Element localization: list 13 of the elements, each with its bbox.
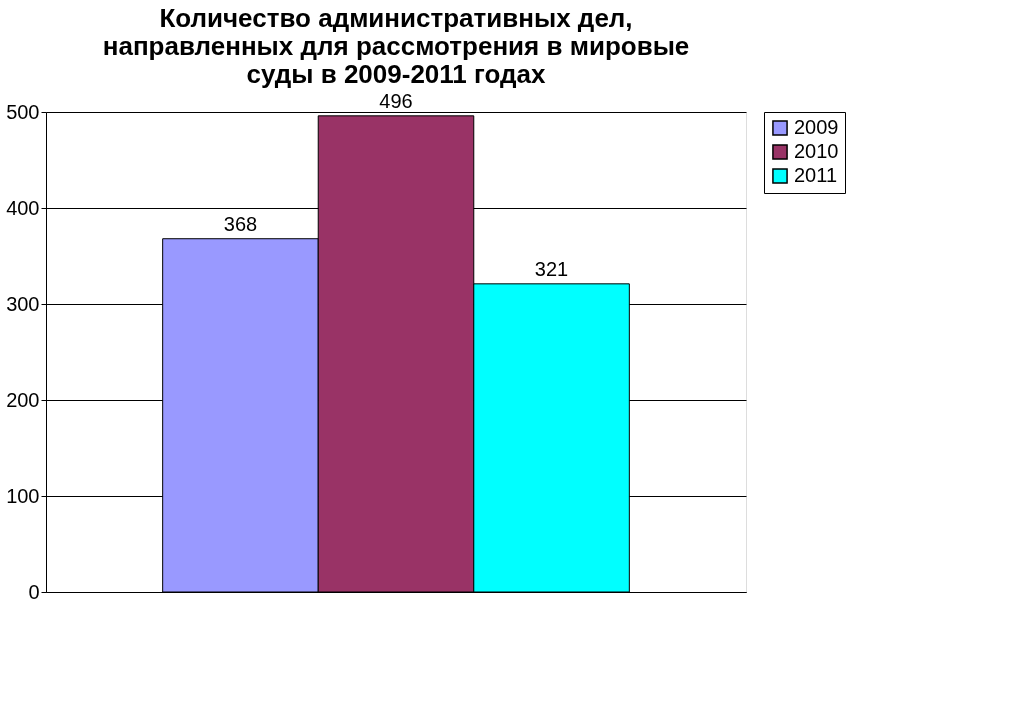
data-label: 496 — [379, 89, 413, 112]
y-tick-label: 300 — [6, 292, 40, 315]
data-label: 368 — [223, 212, 258, 235]
legend-label: 2011 — [794, 164, 838, 186]
y-tick-label: 500 — [6, 100, 40, 123]
y-tick-label: 200 — [6, 388, 40, 411]
legend-label: 2009 — [794, 116, 839, 138]
y-tick-label: 400 — [6, 196, 40, 219]
y-tick-label: 0 — [28, 580, 40, 603]
data-label: 321 — [534, 257, 569, 280]
chart-title: Количество административных дел, направленных для рассмотрения в мировые суды в 2009-2011 годах — [102, 2, 690, 89]
legend-label: 2010 — [794, 140, 839, 162]
y-tick-label: 100 — [6, 484, 40, 507]
